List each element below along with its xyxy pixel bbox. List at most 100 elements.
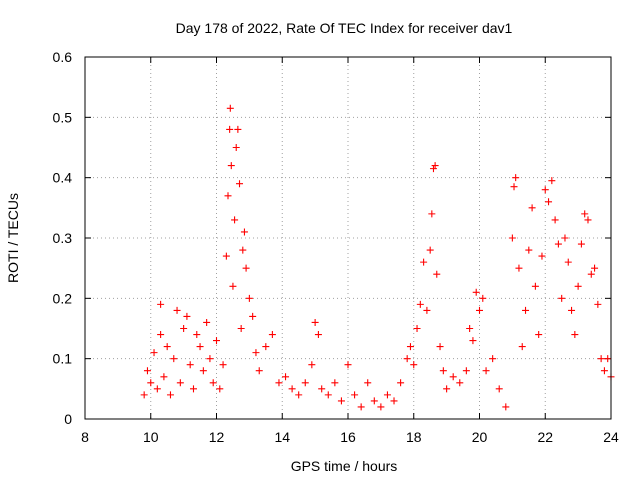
data-point [206, 355, 214, 363]
data-point [203, 318, 211, 326]
data-point [170, 355, 178, 363]
data-point [232, 144, 240, 151]
x-tick-label: 22 [537, 429, 553, 445]
x-tick-label: 18 [406, 429, 422, 445]
data-point [535, 331, 543, 339]
data-point [282, 373, 290, 381]
data-point [476, 306, 483, 314]
data-point [140, 391, 148, 399]
data-point [216, 385, 224, 393]
data-point [240, 228, 248, 236]
data-point [604, 355, 612, 363]
data-point [226, 125, 234, 133]
data-point [581, 210, 589, 218]
data-point [196, 343, 204, 351]
data-point [525, 246, 533, 254]
data-point [180, 325, 188, 332]
data-point [482, 367, 490, 375]
y-tick-label: 0.2 [53, 290, 73, 306]
data-point [314, 331, 322, 339]
data-point [351, 391, 359, 399]
data-point [234, 125, 242, 133]
data-point [439, 367, 447, 375]
data-point [229, 282, 237, 290]
data-point [591, 264, 599, 272]
chart-title: Day 178 of 2022, Rate Of TEC Index for r… [176, 20, 513, 36]
data-point [561, 234, 569, 242]
data-point [160, 373, 168, 381]
data-point [436, 343, 444, 351]
data-point [199, 367, 207, 375]
data-point [236, 180, 244, 188]
data-point [508, 234, 516, 242]
data-point [406, 343, 414, 351]
data-point [510, 183, 518, 191]
gridlines [85, 57, 611, 419]
data-point [176, 379, 184, 387]
x-tick-label: 14 [274, 429, 290, 445]
data-point [213, 337, 220, 345]
data-point [377, 403, 385, 411]
data-point [237, 325, 245, 332]
data-point [311, 318, 319, 326]
data-point [551, 216, 559, 224]
data-point [383, 391, 391, 399]
data-point [443, 385, 451, 393]
data-point [522, 306, 530, 314]
data-point [166, 391, 174, 399]
data-point [449, 373, 457, 381]
y-tick-label: 0.5 [53, 109, 73, 125]
data-point [426, 246, 434, 254]
data-point [416, 300, 424, 308]
data-point [403, 355, 411, 363]
data-point [157, 331, 165, 339]
data-point [554, 240, 562, 248]
x-tick-label: 16 [340, 429, 356, 445]
x-tick-label: 10 [143, 429, 159, 445]
data-point [219, 361, 227, 369]
data-point [584, 216, 592, 224]
data-point [157, 300, 165, 308]
data-point [495, 385, 503, 393]
x-tick-label: 12 [209, 429, 225, 445]
data-point [479, 294, 487, 302]
data-point [227, 162, 235, 170]
data-point [531, 282, 539, 290]
data-point [245, 294, 253, 302]
data-point [574, 282, 582, 290]
x-tick-label: 8 [81, 429, 89, 445]
data-point [255, 367, 263, 375]
data-point [252, 349, 260, 357]
x-axis-label: GPS time / hours [291, 458, 398, 474]
data-point [564, 258, 572, 266]
data-point [433, 270, 441, 278]
data-point [397, 379, 405, 387]
data-point [548, 177, 556, 185]
data-point [337, 397, 345, 405]
data-point [472, 288, 480, 296]
data-point [209, 379, 217, 387]
data-point [242, 264, 250, 272]
data-point [568, 306, 576, 314]
data-point [262, 343, 270, 351]
y-axis-label: ROTI / TECUs [5, 193, 21, 283]
data-point [512, 174, 520, 182]
y-tick-label: 0.6 [53, 49, 73, 65]
data-point [545, 198, 553, 206]
data-point [357, 403, 365, 411]
data-point [431, 162, 439, 170]
data-point [515, 264, 523, 272]
data-point [558, 294, 566, 302]
data-point [597, 355, 605, 363]
data-point [222, 252, 230, 260]
data-point [410, 361, 418, 369]
x-tick-label: 20 [472, 429, 488, 445]
data-point [456, 379, 464, 387]
data-point [288, 385, 296, 393]
data-point [541, 186, 549, 194]
data-point [428, 210, 436, 218]
data-point [502, 403, 510, 411]
data-point [462, 367, 470, 375]
data-point [193, 331, 201, 339]
data-point [224, 192, 232, 200]
